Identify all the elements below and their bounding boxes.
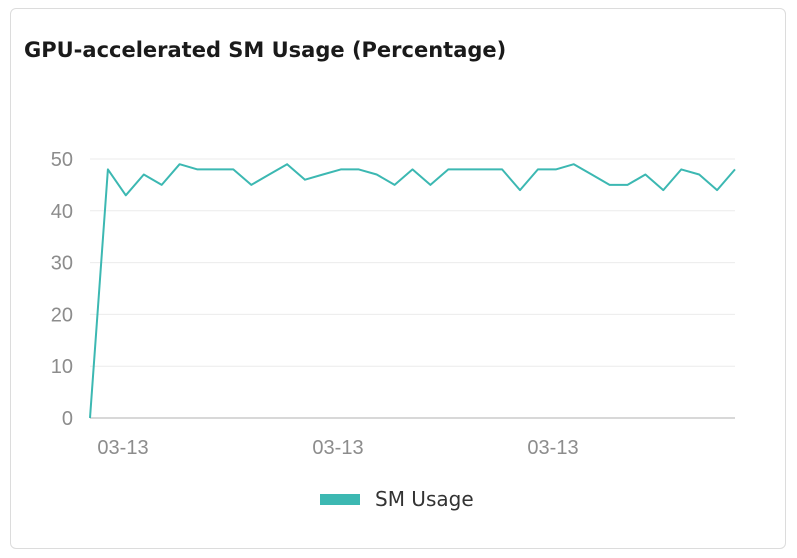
x-axis: 03-13 03-13 03-13	[90, 417, 735, 459]
x-tick-label: 03-13	[312, 437, 363, 459]
x-tick-label: 03-13	[97, 437, 148, 459]
y-tick-label: 0	[62, 408, 73, 430]
y-tick-label: 40	[51, 201, 73, 223]
series-layer	[89, 163, 736, 419]
y-tick-label: 20	[51, 304, 73, 326]
chart-card	[10, 8, 786, 549]
legend-label: SM Usage	[375, 487, 474, 511]
y-axis: 0 10 20 30 40 50	[51, 149, 73, 430]
x-tick-label: 03-13	[527, 437, 578, 459]
y-tick-label: 50	[51, 149, 73, 171]
legend[interactable]: SM Usage	[320, 487, 474, 511]
grid-lines	[90, 158, 735, 367]
series-line-sm-usage	[89, 163, 736, 419]
legend-swatch	[320, 494, 360, 505]
y-tick-label: 10	[51, 356, 73, 378]
y-tick-label: 30	[51, 253, 73, 275]
chart-title: GPU-accelerated SM Usage (Percentage)	[24, 38, 507, 62]
